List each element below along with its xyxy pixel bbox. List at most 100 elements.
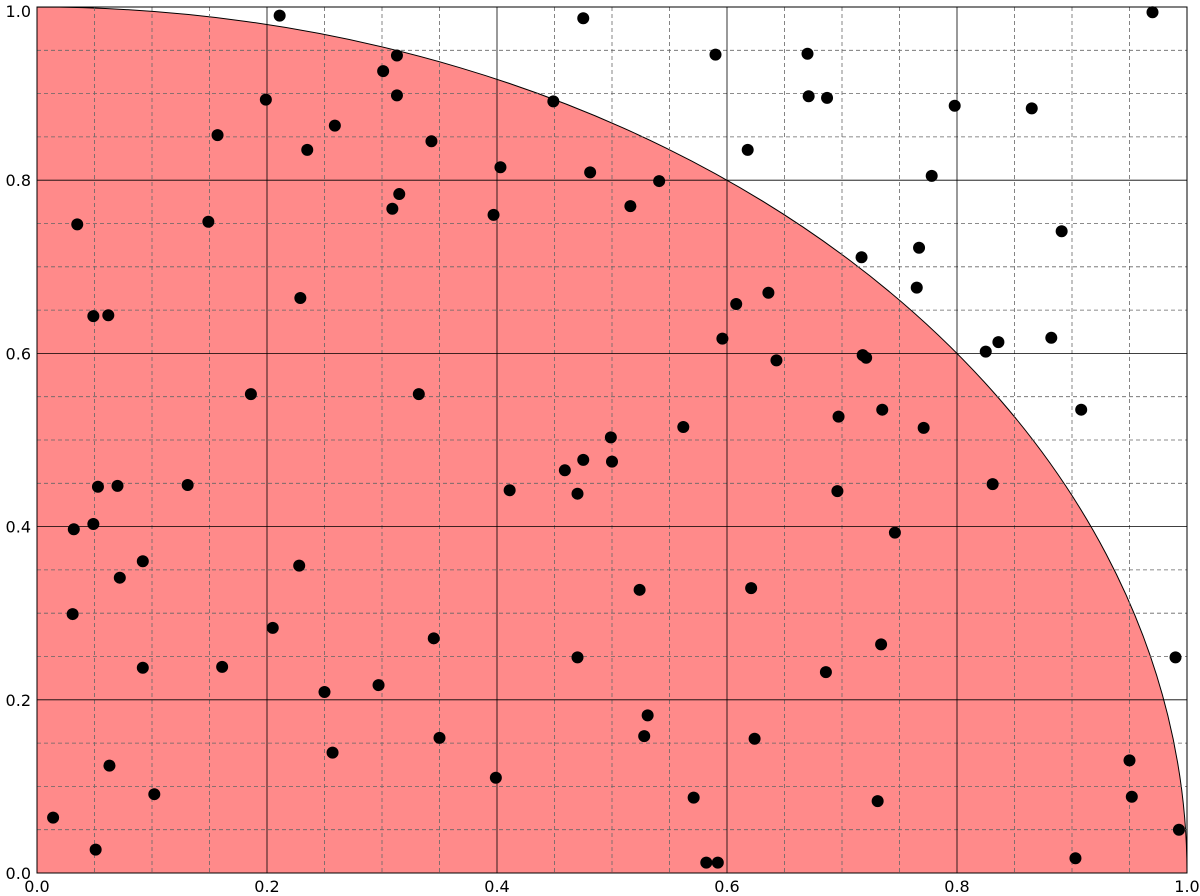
point [577,453,590,466]
point [111,479,124,492]
point [390,49,403,62]
point [831,485,844,498]
y-tick-label: 0.0 [6,864,31,883]
point [71,218,84,231]
point [87,518,100,531]
point [624,200,637,213]
y-tick-label: 0.8 [6,171,31,190]
point [709,48,722,61]
point [832,410,845,423]
point [244,388,257,401]
point [259,93,272,106]
point [67,523,80,536]
point [547,95,560,108]
point [328,119,341,132]
point [992,336,1005,349]
point [326,746,339,759]
point [87,310,100,323]
point [748,732,761,745]
point [181,479,194,492]
x-tick-label: 0.8 [944,877,969,896]
point [821,91,834,104]
point [1075,403,1088,416]
point [571,651,584,664]
point [1169,651,1182,664]
point [979,345,992,358]
x-tick-label: 1.0 [1174,877,1199,896]
point [1125,790,1138,803]
point [113,571,126,584]
point [604,431,617,444]
point [1045,331,1058,344]
point [986,478,999,491]
point [819,666,832,679]
y-tick-label: 0.2 [6,691,31,710]
point [875,638,888,651]
point [136,555,149,568]
point [503,484,516,497]
point [876,403,889,416]
point [47,811,60,824]
point [801,47,814,60]
point [638,730,651,743]
point [730,298,743,311]
point [711,856,724,869]
point [855,251,868,264]
point [917,421,930,434]
x-tick-label: 0.0 [24,877,49,896]
point [1146,6,1159,19]
point [633,583,646,596]
point [390,89,403,102]
point [211,129,224,142]
point [913,241,926,254]
x-tick-label: 0.4 [484,877,509,896]
point [273,9,286,22]
point [494,161,507,174]
point [89,843,102,856]
point [318,686,331,699]
point [571,487,584,500]
point [762,286,775,299]
point [425,135,438,148]
plot-frame [36,6,1188,874]
point [103,759,116,772]
point [606,455,618,468]
x-tick-label: 0.2 [254,877,279,896]
x-tick-label: 0.6 [714,877,739,896]
y-tick-label: 0.6 [6,344,31,363]
point [558,464,571,477]
point [427,632,440,645]
point [948,99,961,112]
point [294,291,307,304]
point [860,351,873,364]
point [1055,225,1068,238]
point [745,582,758,595]
point [802,90,815,103]
point [66,608,79,621]
point [1069,852,1082,865]
point [377,65,390,78]
point [888,526,901,539]
point [372,679,385,692]
point [700,856,713,869]
point [487,208,500,221]
point [910,281,923,294]
point [1123,754,1136,767]
point [489,771,502,784]
point [148,788,161,801]
point [677,421,690,434]
point [301,143,314,156]
point [433,731,446,744]
point [266,621,279,634]
point [91,480,104,493]
point [925,169,938,182]
point [386,202,399,215]
point [202,215,215,228]
point [216,660,229,673]
point [653,175,666,188]
point [1172,823,1185,836]
point [577,12,590,25]
y-tick-label: 1.0 [6,2,31,21]
point [770,354,783,367]
